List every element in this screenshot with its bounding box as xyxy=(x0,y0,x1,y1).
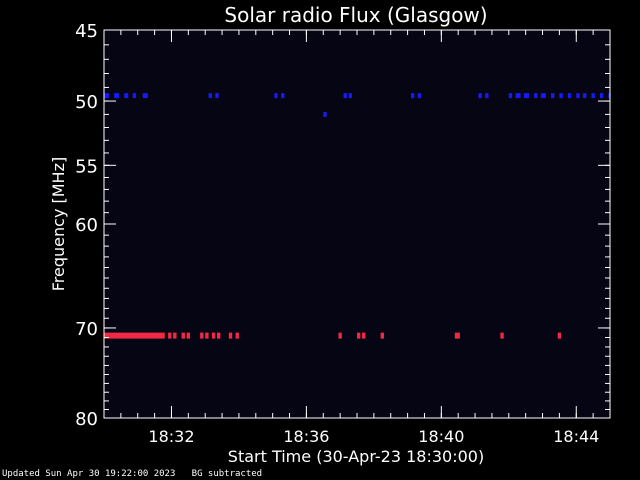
emission-segment-2-8 xyxy=(217,332,221,339)
emission-segment-0-7 xyxy=(274,93,278,99)
emission-segment-2-5 xyxy=(200,332,204,339)
y-tick-label-5: 80 xyxy=(75,409,98,430)
emission-segment-2-14 xyxy=(380,332,384,339)
plot-area xyxy=(104,30,611,418)
emission-segment-0-8 xyxy=(281,93,285,99)
emission-segment-2-7 xyxy=(211,332,216,339)
emission-segment-2-13 xyxy=(362,332,366,339)
x-tick-label-0: 18:32 xyxy=(148,427,194,446)
x-axis-title: Start Time (30-Apr-23 18:30:00) xyxy=(228,447,484,466)
plot-background xyxy=(104,30,610,418)
emission-segment-0-24 xyxy=(583,93,587,99)
emission-segment-0-17 xyxy=(523,93,530,99)
emission-segment-2-1 xyxy=(168,332,172,339)
emission-segment-2-15 xyxy=(454,332,460,339)
y-tick-label-1: 50 xyxy=(75,92,98,113)
y-tick-label-2: 55 xyxy=(75,156,98,177)
emission-segment-0-15 xyxy=(508,93,513,99)
emission-segment-2-17 xyxy=(557,332,562,339)
emission-segment-0-23 xyxy=(576,93,580,99)
emission-segment-0-14 xyxy=(485,93,489,99)
emission-segment-0-5 xyxy=(208,93,212,99)
emission-segment-2-9 xyxy=(228,332,233,339)
emission-segment-2-16 xyxy=(500,332,504,339)
emission-segment-0-3 xyxy=(132,93,137,99)
y-axis-title: Frequency [MHz] xyxy=(49,157,68,291)
emission-segment-2-3 xyxy=(181,332,185,339)
axes: 18:32 18:36 18:40 18:44 45 50 55 60 70 80 xyxy=(75,21,611,446)
emission-segment-0-9 xyxy=(343,93,347,99)
x-tick-label-3: 18:44 xyxy=(553,427,599,446)
x-tick-label-1: 18:36 xyxy=(283,427,329,446)
emission-segment-2-11 xyxy=(338,332,342,339)
footer-status: Updated Sun Apr 30 19:22:00 2023 BG subt… xyxy=(2,469,262,479)
emission-segment-0-0 xyxy=(104,93,110,99)
emission-segment-2-10 xyxy=(235,332,239,339)
emission-segment-0-20 xyxy=(550,93,555,99)
emission-segment-2-4 xyxy=(186,332,191,339)
bg-note: BG subtracted xyxy=(191,469,263,479)
emission-segment-1-0 xyxy=(323,111,327,117)
emission-segment-0-16 xyxy=(515,93,521,99)
emission-segment-0-10 xyxy=(348,93,352,99)
y-tick-label-4: 70 xyxy=(75,319,98,340)
emission-segment-0-6 xyxy=(215,93,219,99)
emission-segment-0-4 xyxy=(142,93,148,99)
emission-segment-0-19 xyxy=(540,93,546,99)
emission-segment-0-2 xyxy=(124,93,129,99)
emission-segment-0-27 xyxy=(608,93,611,99)
emission-segment-2-2 xyxy=(173,332,177,339)
emission-segment-0-21 xyxy=(559,93,563,99)
chart-title: Solar radio Flux (Glasgow) xyxy=(224,3,487,27)
emission-segment-0-12 xyxy=(417,93,422,99)
emission-segment-0-26 xyxy=(599,93,604,99)
emission-segment-2-6 xyxy=(205,332,209,339)
y-tick-label-0: 45 xyxy=(75,21,98,42)
emission-segment-0-25 xyxy=(591,93,595,99)
emission-segment-0-18 xyxy=(534,93,538,99)
emission-segment-2-12 xyxy=(357,332,361,339)
emission-segment-2-0 xyxy=(104,332,165,339)
emission-segment-0-11 xyxy=(410,93,415,99)
x-tick-label-2: 18:40 xyxy=(418,427,464,446)
emission-segment-0-22 xyxy=(567,93,572,99)
updated-text: Updated Sun Apr 30 19:22:00 2023 xyxy=(2,469,176,479)
emission-segment-0-13 xyxy=(478,93,482,99)
emission-segment-0-1 xyxy=(114,93,120,99)
y-tick-label-3: 60 xyxy=(75,215,98,236)
